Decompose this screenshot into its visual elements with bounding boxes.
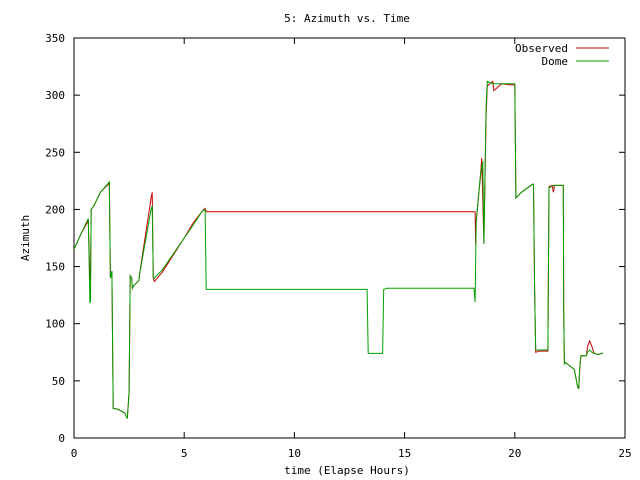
series-layer bbox=[73, 80, 603, 419]
chart-title: 5: Azimuth vs. Time bbox=[284, 12, 410, 25]
y-tick-label: 100 bbox=[45, 318, 65, 331]
x-tick-label: 20 bbox=[508, 447, 521, 460]
x-tick-label: 15 bbox=[398, 447, 411, 460]
y-tick-label: 50 bbox=[52, 375, 65, 388]
y-tick-label: 200 bbox=[45, 203, 65, 216]
legend-label-observed: Observed bbox=[515, 42, 568, 55]
y-tick-label: 300 bbox=[45, 89, 65, 102]
plot-frame bbox=[73, 37, 626, 439]
x-axis-label: time (Elapse Hours) bbox=[284, 464, 410, 477]
x-tick-label: 25 bbox=[618, 447, 631, 460]
x-tick-label: 0 bbox=[71, 447, 78, 460]
y-tick-label: 150 bbox=[45, 261, 65, 274]
y-axis-label: Azimuth bbox=[19, 215, 32, 261]
series-line-dome bbox=[73, 80, 603, 419]
x-tick-label: 5 bbox=[181, 447, 188, 460]
legend-label-dome: Dome bbox=[542, 55, 569, 68]
y-tick-label: 0 bbox=[58, 432, 65, 445]
y-tick-label: 350 bbox=[45, 32, 65, 45]
x-tick-label: 10 bbox=[288, 447, 301, 460]
y-tick-label: 250 bbox=[45, 146, 65, 159]
